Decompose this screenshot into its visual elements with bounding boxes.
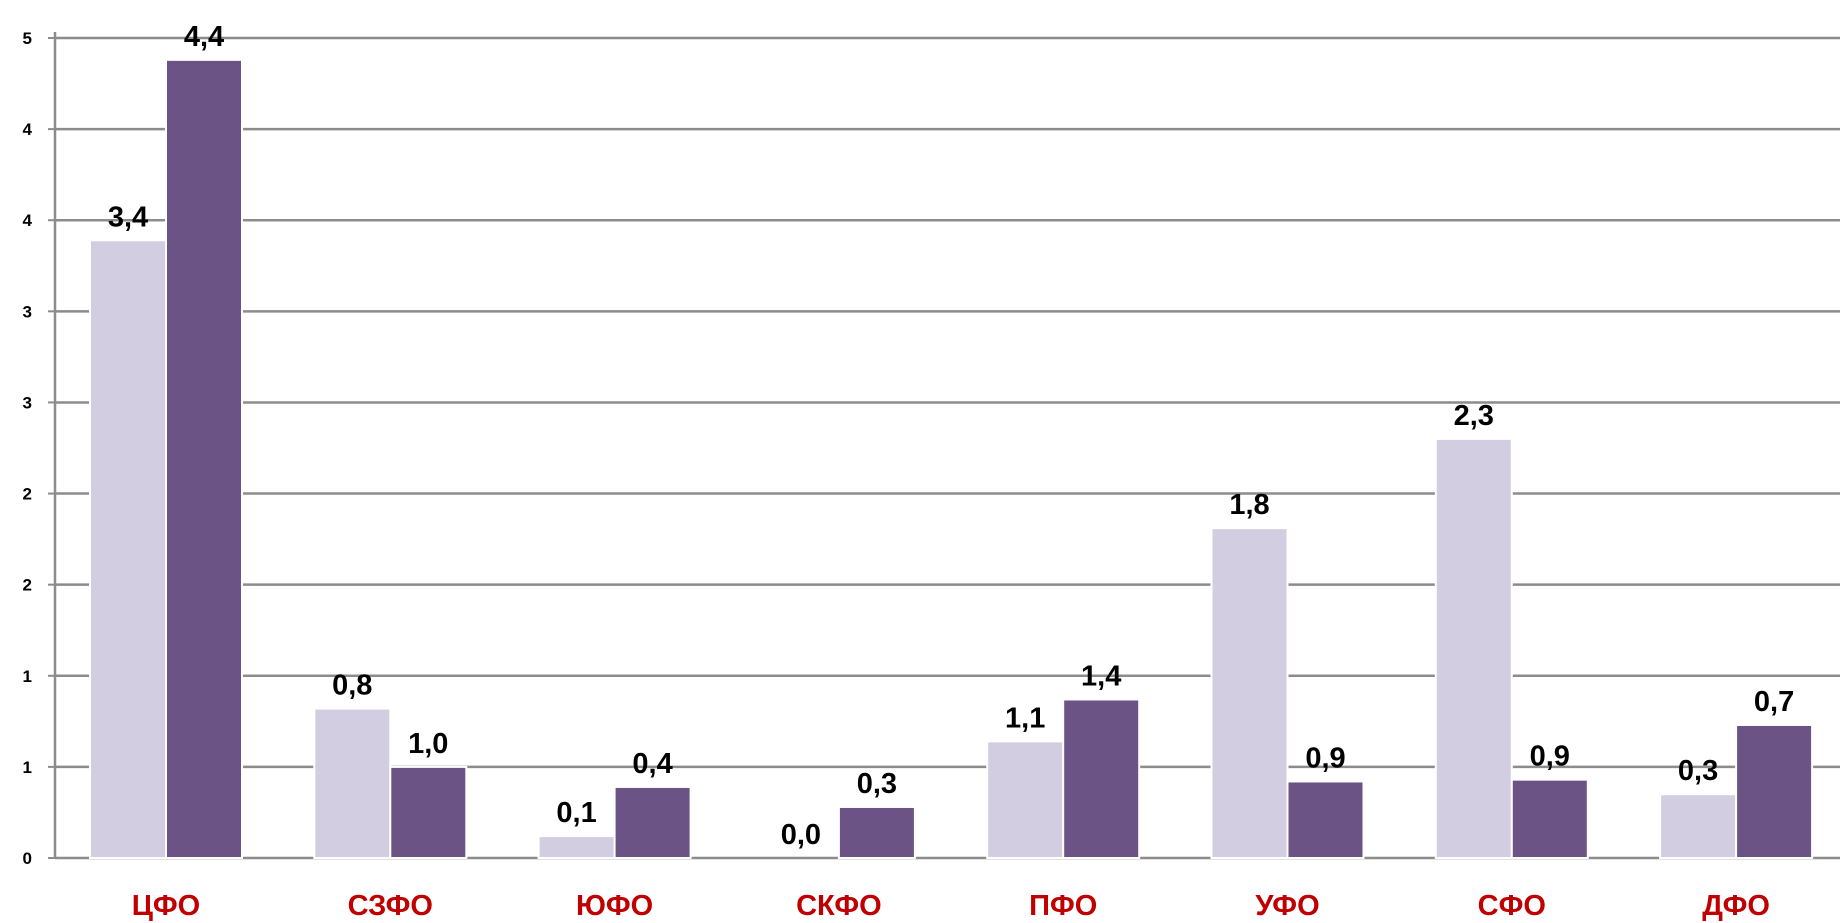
y-tick-label: 2 <box>23 485 32 504</box>
bar-series-2-СЗФО <box>389 765 468 860</box>
bar-series-1-ЮФО <box>537 835 616 860</box>
x-tick-label: ПФО <box>1029 890 1097 922</box>
y-tick-label: 0 <box>23 849 32 868</box>
y-tick-label: 4 <box>23 120 33 139</box>
bar-series-2-СКФО <box>837 805 916 860</box>
x-tick-label: УФО <box>1255 890 1319 922</box>
bar-series-1-УФО <box>1210 527 1289 860</box>
y-tick-label: 2 <box>23 576 32 595</box>
data-label: 0,8 <box>332 670 372 702</box>
data-label: 0,9 <box>1305 742 1345 774</box>
bar-series-1-ПФО <box>986 740 1065 860</box>
x-tick-label: ДФО <box>1702 890 1770 922</box>
y-tick-label: 1 <box>23 758 32 777</box>
data-label: 1,1 <box>1005 702 1045 734</box>
x-axis-categories: ЦФО СЗФО ЮФО СКФО ПФО УФО СФО ДФО <box>132 890 1770 922</box>
x-tick-label: СФО <box>1478 890 1546 922</box>
bars <box>89 58 1814 860</box>
data-label: 0,3 <box>1678 755 1718 787</box>
data-label: 1,8 <box>1229 489 1269 521</box>
bar-series-1-СФО <box>1434 437 1513 859</box>
x-tick-label: СКФО <box>796 890 882 922</box>
y-tick-label: 3 <box>23 302 32 321</box>
x-tick-label: СЗФО <box>348 890 433 922</box>
bar-series-2-ДФО <box>1735 723 1814 859</box>
bar-series-2-ЦФО <box>165 58 243 860</box>
data-label: 0,9 <box>1530 741 1570 773</box>
data-label: 1,4 <box>1081 660 1121 692</box>
y-tick-label: 5 <box>23 29 32 48</box>
y-tick-label: 1 <box>23 667 32 686</box>
y-tick-label: 3 <box>23 393 32 412</box>
data-label: 0,0 <box>781 819 821 851</box>
x-tick-label: ЦФО <box>132 890 201 922</box>
bar-series-1-ЦФО <box>89 239 167 859</box>
data-label: 3,4 <box>108 201 148 233</box>
data-label: 0,4 <box>632 748 672 780</box>
data-label: 4,4 <box>184 21 224 53</box>
bar-series-1-ДФО <box>1659 793 1738 860</box>
data-label: 0,1 <box>556 797 596 829</box>
x-tick-label: ЮФО <box>576 890 653 922</box>
bar-series-2-СФО <box>1510 778 1589 860</box>
data-label: 0,7 <box>1754 686 1794 718</box>
bar-series-1-СЗФО <box>313 707 392 859</box>
y-tick-label: 4 <box>23 211 33 230</box>
data-labels: 3,4 4,4 0,8 1,0 0,1 0,4 0,0 0,3 1,1 1,4 1,8 0,9 2,3 0… <box>108 21 1794 851</box>
y-axis-ticks: 0 1 1 2 2 3 3 4 4 5 <box>23 29 33 868</box>
bar-series-2-ПФО <box>1062 698 1141 860</box>
data-label: 1,0 <box>408 728 448 760</box>
data-label: 0,3 <box>857 768 897 800</box>
bar-series-2-УФО <box>1286 780 1365 860</box>
data-label: 2,3 <box>1454 400 1494 432</box>
bar-series-2-ЮФО <box>613 785 692 860</box>
